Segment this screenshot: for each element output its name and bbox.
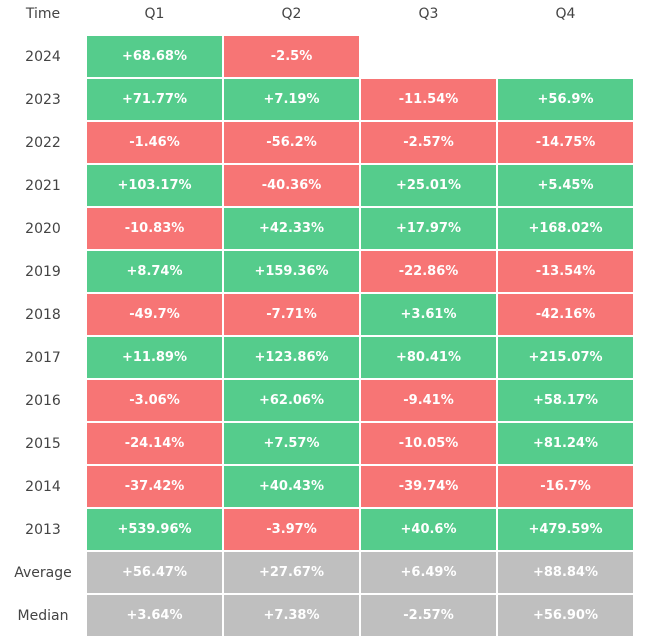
- row-label: 2013: [25, 521, 61, 538]
- summary-cell: +6.49%: [361, 552, 496, 593]
- row-label: 2022: [25, 134, 61, 151]
- summary-cell: +27.67%: [224, 552, 359, 593]
- return-cell: +5.45%: [498, 165, 633, 206]
- return-cell: -9.41%: [361, 380, 496, 421]
- return-cell: -37.42%: [87, 466, 222, 507]
- row-label: 2014: [25, 478, 61, 495]
- return-cell: -42.16%: [498, 294, 633, 335]
- return-cell: +81.24%: [498, 423, 633, 464]
- column-header: Q1: [144, 6, 165, 22]
- return-cell: +123.86%: [224, 337, 359, 378]
- return-cell: +168.02%: [498, 208, 633, 249]
- return-cell: -56.2%: [224, 122, 359, 163]
- return-cell: -10.83%: [87, 208, 222, 249]
- return-cell: +479.59%: [498, 509, 633, 550]
- return-cell: +56.9%: [498, 79, 633, 120]
- return-cell: +40.43%: [224, 466, 359, 507]
- column-header: Q4: [555, 6, 576, 22]
- row-label: 2015: [25, 435, 61, 452]
- return-cell: -14.75%: [498, 122, 633, 163]
- return-cell: -1.46%: [87, 122, 222, 163]
- return-cell: -2.57%: [361, 122, 496, 163]
- row-label: 2019: [25, 263, 61, 280]
- return-cell: +71.77%: [87, 79, 222, 120]
- return-cell: -39.74%: [361, 466, 496, 507]
- return-cell: +7.19%: [224, 79, 359, 120]
- return-cell: -49.7%: [87, 294, 222, 335]
- return-cell: -3.06%: [87, 380, 222, 421]
- return-cell: -16.7%: [498, 466, 633, 507]
- row-label: 2021: [25, 177, 61, 194]
- return-cell: -7.71%: [224, 294, 359, 335]
- summary-cell: +56.90%: [498, 595, 633, 636]
- return-cell: +103.17%: [87, 165, 222, 206]
- summary-cell: +56.47%: [87, 552, 222, 593]
- return-cell: -40.36%: [224, 165, 359, 206]
- row-label: 2020: [25, 220, 61, 237]
- summary-cell: -2.57%: [361, 595, 496, 636]
- return-cell: +215.07%: [498, 337, 633, 378]
- return-cell: +42.33%: [224, 208, 359, 249]
- return-cell: -13.54%: [498, 251, 633, 292]
- return-cell: +7.57%: [224, 423, 359, 464]
- return-cell: +62.06%: [224, 380, 359, 421]
- return-cell: +11.89%: [87, 337, 222, 378]
- return-cell: +80.41%: [361, 337, 496, 378]
- return-cell: +8.74%: [87, 251, 222, 292]
- row-label: 2018: [25, 306, 61, 323]
- row-label: 2023: [25, 91, 61, 108]
- return-cell: -2.5%: [224, 36, 359, 77]
- summary-cell: +88.84%: [498, 552, 633, 593]
- row-label: 2017: [25, 349, 61, 366]
- return-cell: -3.97%: [224, 509, 359, 550]
- return-cell: +40.6%: [361, 509, 496, 550]
- return-cell: +58.17%: [498, 380, 633, 421]
- summary-cell: +3.64%: [87, 595, 222, 636]
- return-cell: +159.36%: [224, 251, 359, 292]
- return-cell: -22.86%: [361, 251, 496, 292]
- return-cell: -11.54%: [361, 79, 496, 120]
- column-header: Q3: [418, 6, 439, 22]
- return-cell: +17.97%: [361, 208, 496, 249]
- row-label: Median: [17, 607, 69, 624]
- column-header: Q2: [281, 6, 302, 22]
- row-label: 2016: [25, 392, 61, 409]
- row-label: 2024: [25, 48, 61, 65]
- return-cell: +68.68%: [87, 36, 222, 77]
- return-cell: -10.05%: [361, 423, 496, 464]
- return-cell: +539.96%: [87, 509, 222, 550]
- return-cell: +3.61%: [361, 294, 496, 335]
- column-header: Time: [25, 6, 61, 22]
- return-cell: -24.14%: [87, 423, 222, 464]
- row-label: Average: [14, 564, 72, 581]
- summary-cell: +7.38%: [224, 595, 359, 636]
- return-cell: +25.01%: [361, 165, 496, 206]
